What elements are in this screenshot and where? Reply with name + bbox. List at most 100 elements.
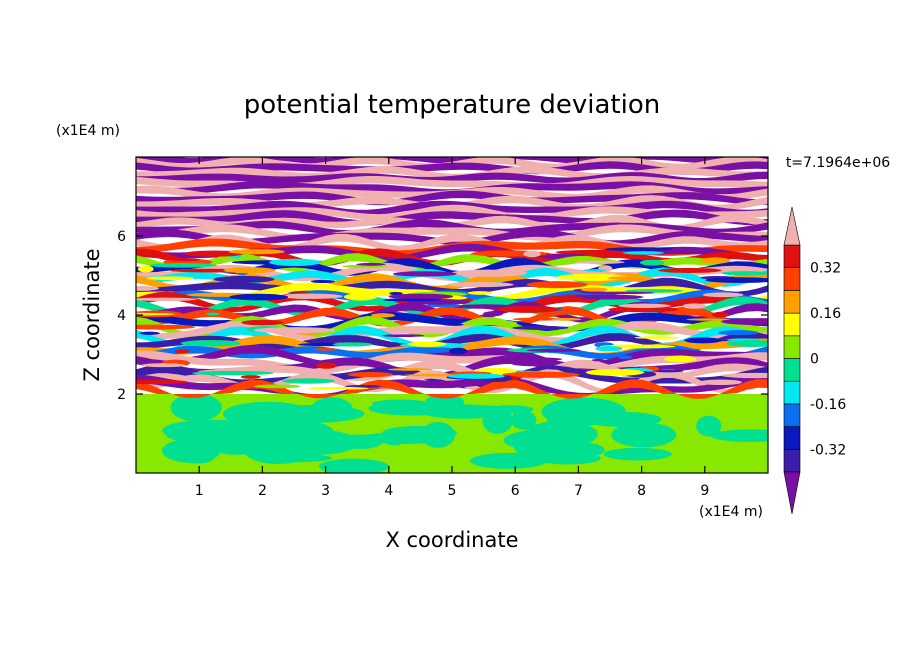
filament <box>310 279 336 284</box>
colorbar-tick-label: 0.32 <box>810 261 841 277</box>
stratum-band <box>136 282 768 303</box>
filament <box>205 312 220 316</box>
colorbar-segment <box>783 426 801 450</box>
filament <box>450 269 528 277</box>
filament <box>279 293 343 299</box>
filament <box>483 311 503 317</box>
x-tick-label: 4 <box>384 483 393 499</box>
colorbar-segment <box>783 403 801 427</box>
filament <box>344 385 381 388</box>
filament <box>622 251 664 255</box>
filament <box>726 340 768 347</box>
filament <box>555 249 624 255</box>
stratum-band <box>136 379 768 399</box>
colorbar-segment <box>783 244 801 269</box>
filament <box>308 386 369 390</box>
colorbar-tick-label: -0.16 <box>810 397 846 413</box>
lower-blob <box>603 447 672 461</box>
filament <box>316 362 337 369</box>
filament <box>651 365 699 370</box>
x-tick-label: 2 <box>258 483 267 499</box>
filament <box>721 318 768 326</box>
time-label: t=7.1964e+06 <box>786 155 890 171</box>
lower-blob <box>611 422 677 448</box>
x-tick-label: 3 <box>321 483 330 499</box>
filament <box>223 267 276 274</box>
filament <box>332 342 373 347</box>
x-axis: 1 2 3 4 5 6 7 8 9 <box>195 157 709 499</box>
filament <box>591 358 605 362</box>
filament <box>192 370 274 376</box>
y-axis: 2 4 6 <box>117 229 768 403</box>
filament <box>136 286 159 291</box>
filament <box>241 319 284 326</box>
filament <box>575 260 625 264</box>
filament <box>516 357 563 361</box>
lower-blob <box>382 430 407 446</box>
colorbar-segment <box>783 312 801 337</box>
filament <box>146 276 194 281</box>
filament <box>511 361 559 367</box>
filament <box>556 273 628 281</box>
y-unit-label: (x1E4 m) <box>56 123 120 139</box>
lower-blob <box>180 453 214 464</box>
chart-title: potential temperature deviation <box>244 90 660 120</box>
filament <box>540 295 584 301</box>
filament <box>526 348 581 353</box>
filament <box>569 294 644 300</box>
filament <box>382 334 425 338</box>
filament <box>721 271 768 276</box>
filament <box>607 276 647 280</box>
colorbar-tick-label: 0 <box>810 352 819 368</box>
filament <box>343 293 377 301</box>
x-axis-label: X coordinate <box>385 528 518 552</box>
filament <box>447 373 505 379</box>
filament <box>347 371 393 378</box>
x-tick-label: 8 <box>637 483 646 499</box>
filament <box>213 275 275 283</box>
lower-blob <box>539 426 588 449</box>
stratum-band <box>136 161 768 175</box>
filament <box>388 293 454 300</box>
x-tick-label: 1 <box>195 483 204 499</box>
lower-blob <box>583 411 662 427</box>
filament <box>174 349 190 354</box>
lower-blob <box>318 458 390 473</box>
colorbar-segment <box>783 267 801 291</box>
plot-field <box>136 157 768 473</box>
filament <box>253 327 336 334</box>
lower-blob <box>339 434 383 450</box>
filament <box>467 291 493 295</box>
filament <box>184 250 244 257</box>
filament <box>254 384 301 389</box>
colorbar-segment <box>783 335 801 359</box>
filament <box>686 318 732 321</box>
colorbar: 0.32 0.16 0 -0.16 -0.32 <box>783 206 846 515</box>
filament <box>625 289 684 293</box>
filament <box>382 298 442 302</box>
lower-blob <box>420 422 456 448</box>
filament <box>140 363 186 368</box>
filament <box>523 250 541 258</box>
colorbar-segment <box>783 358 801 382</box>
filament <box>580 287 608 292</box>
filament <box>443 323 464 326</box>
lower-blob <box>510 410 537 430</box>
filament <box>618 355 633 360</box>
filament <box>136 297 198 302</box>
stratum-band <box>136 180 768 196</box>
filament <box>502 320 518 327</box>
filament <box>497 305 560 313</box>
lower-blob <box>421 404 506 419</box>
filament <box>634 336 680 339</box>
lower-blob <box>227 428 322 443</box>
filament <box>149 263 217 268</box>
stratum-band <box>136 214 768 231</box>
filament <box>407 341 447 347</box>
filament <box>639 259 665 266</box>
lower-blob <box>244 436 313 465</box>
stratum-band <box>136 321 768 343</box>
filament <box>240 375 261 379</box>
filament <box>228 249 285 255</box>
filament <box>512 325 569 330</box>
